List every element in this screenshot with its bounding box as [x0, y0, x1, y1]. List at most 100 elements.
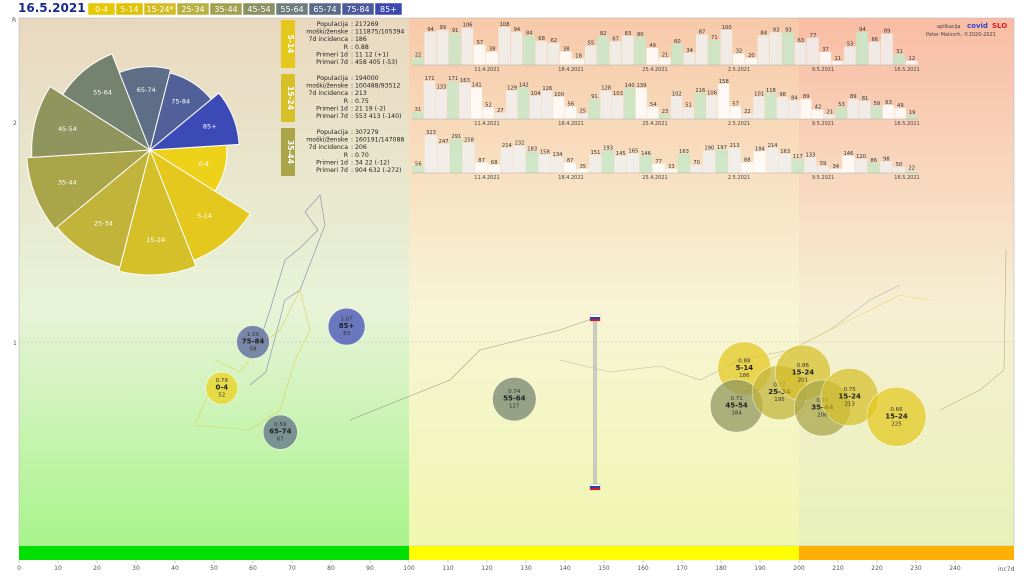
x-tick-label-2: 20	[93, 565, 101, 572]
zone-2	[799, 546, 1014, 560]
daily-bar	[870, 105, 883, 119]
daily-bar	[412, 57, 424, 65]
info-value: 0.70	[355, 152, 369, 159]
trajectory-right	[939, 249, 1007, 411]
date-title: 16.5.2021	[18, 1, 86, 15]
daily-bar-value: 98	[779, 92, 786, 98]
daily-bar	[612, 96, 624, 119]
pie-label-25-34: 25-34	[94, 219, 113, 227]
incidence-zone-bar	[19, 546, 1014, 560]
daily-bar-value: 68	[538, 36, 545, 42]
trajectory-young	[739, 294, 931, 373]
daily-bar-value: 146	[641, 151, 651, 157]
pie-slice-45-54	[31, 85, 152, 158]
daily-bar-value: 214	[502, 143, 513, 149]
daily-bar-value: 32	[736, 49, 743, 55]
legend-swatch	[115, 2, 144, 16]
x-tick-label-5: 50	[210, 565, 218, 572]
info-key: Primeri 1d	[316, 51, 348, 58]
daily-bar-value: 88	[744, 158, 751, 164]
pie-slice-55-64	[62, 53, 152, 152]
info-value: 194000	[355, 75, 379, 82]
bubble-0-4: 0.790-452	[205, 371, 239, 405]
info-key: Primeri 7d	[316, 59, 348, 66]
daily-bar	[551, 157, 564, 173]
daily-bar-value: 163	[460, 78, 470, 84]
daily-bar	[806, 37, 819, 65]
info-sep: :	[351, 105, 353, 112]
legend-label: 85+	[380, 5, 397, 14]
daily-bar-value: 59	[820, 161, 827, 167]
daily-bar	[823, 114, 836, 119]
info-sep: :	[351, 159, 353, 166]
pie-slice-85+	[148, 92, 240, 151]
pie-label-85+: 85+	[203, 122, 217, 130]
x-tick-label-14: 140	[559, 565, 571, 572]
x-tick-label-11: 110	[442, 565, 454, 572]
bubble-label: 35-44	[811, 404, 834, 412]
panel-date-label: 25.4.2021	[642, 121, 667, 127]
pie-label-75-84: 75-84	[171, 98, 190, 106]
daily-bar-value: 56	[568, 102, 575, 108]
daily-bar	[538, 154, 551, 173]
daily-bar-value: 94	[427, 27, 434, 33]
daily-bar-value: 55	[588, 41, 595, 47]
daily-bar-value: 163	[679, 149, 689, 155]
daily-bar-value: 258	[464, 138, 474, 144]
daily-bar	[695, 34, 708, 65]
info-key: Primeri 1d	[316, 159, 348, 166]
bubble-incidence: 52	[218, 393, 225, 399]
daily-bar-value: 190	[704, 146, 714, 152]
app-line: aplikacija	[937, 24, 960, 30]
daily-bar-value: 126	[542, 86, 552, 92]
info-key: Populacija	[317, 21, 348, 28]
daily-bar	[494, 113, 506, 119]
daily-bar	[842, 155, 855, 173]
daily-bar-value: 77	[810, 33, 817, 39]
legend-item-1: 5-14	[115, 2, 144, 16]
legend-item-2: 15-24*	[143, 2, 177, 16]
bubble-incidence: 58	[250, 347, 257, 353]
daily-bar-value: 18	[575, 54, 582, 60]
daily-bar	[547, 43, 560, 65]
x-tick-label-3: 30	[132, 565, 140, 572]
info-value: 213	[355, 90, 367, 97]
daily-bar-value: 184	[755, 146, 766, 152]
daily-bar	[470, 87, 483, 119]
daily-bar	[553, 96, 565, 119]
daily-bar-value: 83	[625, 31, 632, 37]
daily-bar-value: 84	[526, 30, 533, 36]
daily-bar-value: 140	[625, 83, 635, 89]
daily-bar	[572, 58, 585, 65]
daily-bar-value: 82	[600, 31, 607, 37]
daily-bar	[639, 155, 652, 173]
daily-bar-value: 80	[637, 32, 644, 38]
daily-bar	[683, 53, 696, 65]
legend-item-6: 55-64	[275, 2, 309, 16]
bubble-r-value: 0.79	[216, 378, 229, 384]
info-value: 34 22 (-12)	[355, 159, 390, 166]
app-brand-covid: covid	[967, 22, 988, 30]
flag-range-bar	[589, 314, 601, 491]
panel-date-label: 11.4.2021	[474, 175, 499, 181]
zone-0	[19, 546, 409, 560]
y-tick-0: 2	[13, 120, 17, 127]
daily-bar-value: 34	[686, 48, 693, 54]
daily-bar-value: 11	[834, 56, 841, 62]
legend-item-8: 75-84	[341, 2, 375, 16]
daily-bar	[623, 87, 636, 119]
panel-date-label: 16.5.2021	[894, 67, 919, 73]
daily-bar-value: 34	[832, 164, 839, 170]
daily-bar-value: 118	[766, 88, 776, 94]
daily-bar	[856, 31, 869, 65]
daily-bar	[627, 153, 640, 173]
daily-bar	[576, 168, 589, 173]
panel-35-44: 35-44Populacija:307279moški/ženske:16019…	[281, 128, 920, 181]
daily-bar	[447, 81, 459, 119]
daily-bar-value: 158	[540, 149, 550, 155]
daily-bar	[436, 30, 449, 65]
info-value: 206	[355, 144, 367, 151]
daily-bar	[881, 33, 893, 65]
bubble-label: 45-54	[725, 401, 748, 409]
